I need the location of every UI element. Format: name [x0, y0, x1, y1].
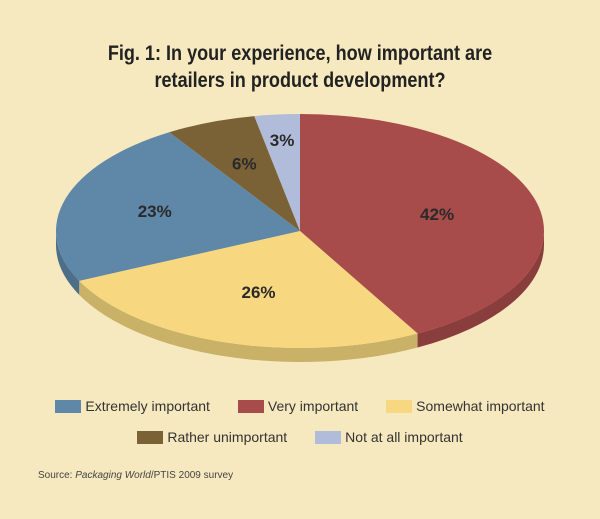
legend-row-1: Extremely important Very important Somew… [0, 398, 600, 414]
source-prefix: Source: [38, 470, 76, 481]
source-suffix: /PTIS 2009 survey [150, 470, 234, 481]
legend-swatch [386, 399, 413, 413]
legend-label: Extremely important [85, 398, 210, 414]
chart-title-line-1: Fig. 1: In your experience, how importan… [107, 42, 493, 65]
pie-side-3 [56, 231, 80, 295]
chart-title: Fig. 1: In your experience, how importan… [42, 40, 558, 94]
legend-item-very-important: Very important [237, 398, 359, 414]
data-label: 42% [420, 205, 454, 224]
source-publication: Packaging World [75, 470, 151, 481]
pie-slice-not-at-all-important [254, 114, 300, 231]
legend-label: Rather unimportant [167, 429, 288, 445]
legend-swatch [237, 399, 264, 413]
pie-chart: 42% 26% 23% 6% 3% [56, 114, 544, 362]
legend-item-somewhat-important: Somewhat important [386, 398, 545, 414]
pie-slice-somewhat-important [79, 231, 418, 349]
legend-item-not-at-all-important: Not at all important [315, 429, 463, 445]
legend-label: Somewhat important [416, 398, 545, 414]
legend-item-extremely-important: Extremely important [55, 398, 210, 414]
data-label: 23% [138, 202, 172, 221]
legend-swatch [137, 430, 164, 444]
pie-slice-extremely-important [56, 132, 301, 281]
pie-side-2 [79, 280, 418, 362]
legend-swatch [315, 430, 342, 444]
pie-side-1 [417, 231, 544, 348]
legend-swatch [55, 399, 82, 413]
data-label: 26% [242, 283, 276, 302]
legend-label: Very important [267, 398, 359, 414]
pie-slice-very-important [300, 114, 544, 334]
pie-slice-rather-unimportant [169, 116, 300, 231]
data-label: 3% [270, 131, 295, 150]
legend-item-rather-unimportant: Rather unimportant [137, 429, 287, 445]
source-note: Source: Packaging World/PTIS 2009 survey [38, 470, 233, 481]
chart-title-line-2: retailers in product development? [154, 69, 446, 92]
legend-row-2: Rather unimportant Not at all important [0, 429, 600, 445]
legend-label: Not at all important [345, 429, 463, 445]
data-label: 6% [232, 155, 257, 174]
